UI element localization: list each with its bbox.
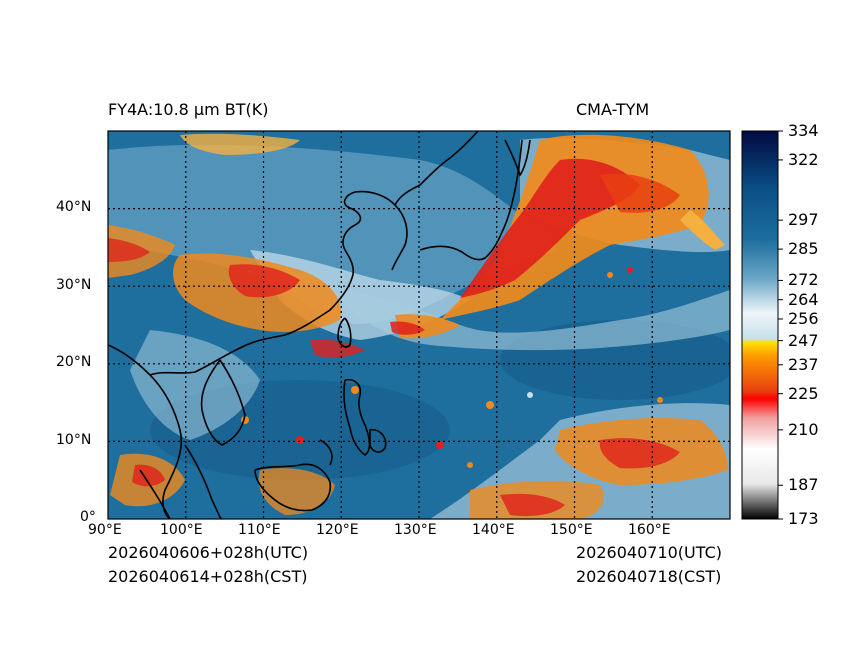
product-title: FY4A:10.8 µm BT(K) [108,100,269,119]
coastlines [108,131,531,519]
lat-tick-label: 30°N [56,277,92,293]
lon-tick-label: 110°E [238,522,281,538]
colorbar-tick-label: 264 [788,289,819,309]
colorbar-tick-label: 237 [788,354,819,374]
lon-tick-label: 150°E [550,522,593,538]
cloud-field [108,131,730,519]
init-time-cst: 2026040614+028h(CST) [108,567,308,586]
map-frame [107,130,731,520]
lon-tick-label: 130°E [394,522,437,538]
lon-tick-label: 90°E [88,522,122,538]
lon-tick-label: 100°E [160,522,203,538]
colorbar-tick-label: 225 [788,383,819,403]
colorbar-tick-label: 187 [788,475,819,495]
colorbar-tick-label: 322 [788,149,819,169]
lat-tick-label: 10°N [56,432,92,448]
model-title: CMA-TYM [576,100,650,119]
valid-time-cst: 2026040718(CST) [576,567,722,586]
colorbar-tick-label: 334 [788,121,819,140]
lat-tick-label: 40°N [56,199,92,215]
colorbar-tick-label: 297 [788,210,819,230]
colorbar-tick-label: 272 [788,270,819,290]
colorbar-tick-label: 210 [788,419,819,439]
lon-tick-label: 140°E [472,522,515,538]
init-time-utc: 2026040606+028h(UTC) [108,543,309,562]
lon-tick-label: 160°E [628,522,671,538]
graticule [108,131,730,519]
lon-tick-label: 120°E [316,522,359,538]
colorbar-tick-label: 256 [788,308,819,328]
colorbar-tick-label: 173 [788,509,819,528]
colorbar [741,130,779,520]
lat-tick-label: 20°N [56,354,92,370]
colorbar-tick-marks [778,130,783,520]
valid-time-utc: 2026040710(UTC) [576,543,722,562]
lat-tick-label: 0° [80,509,96,525]
colorbar-tick-label: 285 [788,239,819,259]
colorbar-tick-label: 247 [788,330,819,350]
